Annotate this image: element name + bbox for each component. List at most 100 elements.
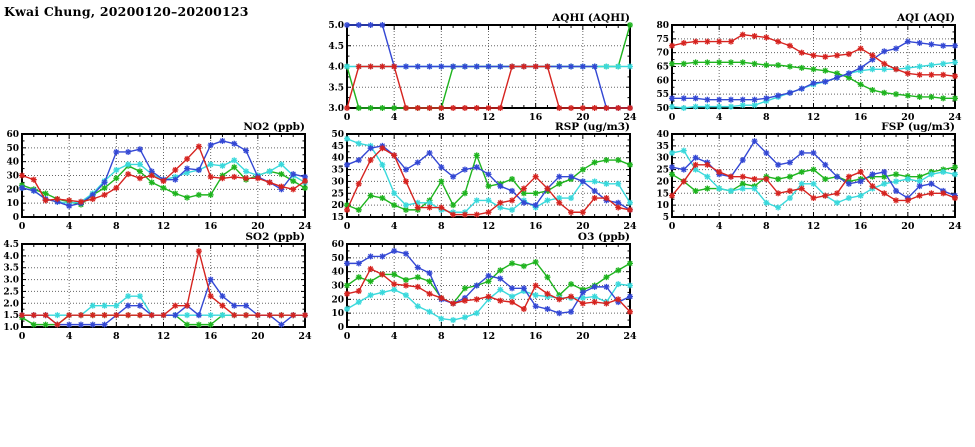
svg-text:50: 50 — [656, 104, 669, 114]
svg-text:50: 50 — [6, 144, 19, 154]
svg-text:4: 4 — [716, 112, 723, 122]
svg-text:30: 30 — [6, 172, 19, 182]
svg-text:8: 8 — [438, 112, 445, 122]
svg-text:16: 16 — [204, 331, 218, 341]
svg-text:FSP (ug/m3): FSP (ug/m3) — [881, 121, 955, 133]
svg-text:4.0: 4.0 — [328, 63, 344, 73]
svg-text:20: 20 — [901, 221, 915, 231]
svg-text:12: 12 — [482, 331, 495, 341]
svg-text:AQI (AQI): AQI (AQI) — [896, 12, 955, 24]
svg-text:3.0: 3.0 — [3, 276, 19, 286]
svg-text:16: 16 — [854, 221, 868, 231]
svg-text:0: 0 — [338, 323, 344, 333]
chart-aqi: 50 55 60 65 70 75 80 0 4 8 12 16 20 24 AQI (AQI) — [650, 7, 970, 123]
svg-text:16: 16 — [529, 331, 543, 341]
svg-text:8: 8 — [113, 221, 120, 231]
svg-text:0: 0 — [344, 221, 351, 231]
svg-text:40: 40 — [6, 158, 19, 168]
svg-text:24: 24 — [623, 221, 637, 231]
svg-text:4: 4 — [391, 221, 398, 231]
svg-text:4.5: 4.5 — [328, 42, 344, 52]
svg-text:75: 75 — [656, 35, 669, 45]
svg-text:12: 12 — [482, 221, 495, 231]
svg-text:8: 8 — [438, 221, 445, 231]
svg-text:5.0: 5.0 — [328, 21, 344, 31]
svg-text:NO2 (ppb): NO2 (ppb) — [243, 121, 305, 133]
svg-text:30: 30 — [656, 154, 669, 164]
page-title: Kwai Chung, 20200120–20200123 — [4, 4, 249, 19]
svg-text:16: 16 — [204, 221, 218, 231]
svg-text:24: 24 — [623, 112, 637, 122]
svg-text:20: 20 — [331, 201, 344, 211]
svg-text:12: 12 — [807, 221, 820, 231]
svg-text:15: 15 — [656, 189, 669, 199]
svg-text:70: 70 — [656, 49, 669, 59]
svg-text:AQHI (AQHI): AQHI (AQHI) — [551, 12, 630, 24]
svg-text:24: 24 — [948, 112, 962, 122]
svg-text:65: 65 — [656, 63, 669, 73]
svg-text:16: 16 — [529, 221, 543, 231]
svg-text:0: 0 — [669, 221, 676, 231]
svg-text:20: 20 — [901, 112, 915, 122]
svg-text:2.0: 2.0 — [3, 299, 19, 309]
svg-text:O3 (ppb): O3 (ppb) — [578, 231, 630, 243]
svg-text:30: 30 — [331, 177, 344, 187]
svg-text:0: 0 — [19, 331, 26, 341]
svg-text:12: 12 — [807, 112, 820, 122]
svg-text:1.5: 1.5 — [3, 311, 19, 321]
no2-plot-svg: 0 10 20 30 40 50 60 0 4 8 12 16 20 24 NO2 (ppb) — [6, 121, 312, 232]
svg-text:10: 10 — [656, 201, 669, 211]
svg-text:16: 16 — [529, 112, 543, 122]
svg-text:30: 30 — [331, 282, 344, 292]
svg-text:25: 25 — [331, 189, 344, 199]
chart-so2: 1.0 1.5 2.0 2.5 3.0 3.5 4.0 4.5 0 4 8 12 16 20 24 SO2 (… — [0, 226, 320, 342]
o3-plot-svg: 0 10 20 30 40 50 60 0 4 8 12 16 20 24 O3 (ppb) — [331, 231, 637, 342]
svg-text:24: 24 — [298, 331, 312, 341]
svg-text:5: 5 — [663, 213, 669, 223]
svg-text:0: 0 — [19, 221, 26, 231]
svg-text:15: 15 — [331, 213, 344, 223]
svg-text:10: 10 — [331, 309, 344, 319]
svg-text:50: 50 — [331, 130, 344, 140]
svg-text:55: 55 — [656, 90, 669, 100]
svg-text:12: 12 — [157, 331, 170, 341]
svg-text:45: 45 — [331, 142, 344, 152]
chart-o3: 0 10 20 30 40 50 60 0 4 8 12 16 20 24 O3 (ppb) — [325, 226, 645, 342]
svg-text:12: 12 — [482, 112, 495, 122]
svg-text:60: 60 — [656, 76, 669, 86]
svg-text:60: 60 — [6, 130, 19, 140]
svg-text:8: 8 — [763, 112, 770, 122]
svg-text:4.0: 4.0 — [3, 252, 19, 262]
svg-text:1.0: 1.0 — [3, 323, 19, 333]
svg-text:8: 8 — [113, 331, 120, 341]
svg-text:8: 8 — [438, 331, 445, 341]
svg-text:60: 60 — [331, 240, 344, 250]
svg-text:10: 10 — [6, 199, 19, 209]
svg-text:0: 0 — [669, 112, 676, 122]
svg-text:4: 4 — [391, 112, 398, 122]
svg-text:35: 35 — [656, 142, 669, 152]
svg-text:8: 8 — [763, 221, 770, 231]
svg-text:4: 4 — [66, 221, 73, 231]
svg-text:50: 50 — [331, 254, 344, 264]
aqi-plot-svg: 50 55 60 65 70 75 80 0 4 8 12 16 20 24 AQI (AQI) — [656, 12, 962, 123]
svg-text:20: 20 — [331, 295, 344, 305]
aqhi-plot-svg: 3.0 3.5 4.0 4.5 5.0 0 4 8 12 16 20 24 AQHI (AQHI) — [328, 12, 637, 123]
svg-text:20: 20 — [6, 185, 19, 195]
svg-text:20: 20 — [576, 112, 590, 122]
svg-text:16: 16 — [854, 112, 868, 122]
chart-rsp: 15 20 25 30 35 40 45 50 0 4 8 12 16 20 24 RSP (ug/m3) — [325, 116, 645, 232]
svg-text:3.5: 3.5 — [3, 264, 19, 274]
svg-text:20: 20 — [576, 221, 590, 231]
svg-text:20: 20 — [251, 331, 265, 341]
svg-text:0: 0 — [344, 331, 351, 341]
svg-text:40: 40 — [331, 154, 344, 164]
svg-text:12: 12 — [157, 221, 170, 231]
svg-text:0: 0 — [344, 112, 351, 122]
svg-text:0: 0 — [13, 213, 19, 223]
svg-text:40: 40 — [331, 268, 344, 278]
chart-aqhi: 3.0 3.5 4.0 4.5 5.0 0 4 8 12 16 20 24 AQHI (AQHI) — [325, 7, 645, 123]
svg-text:4: 4 — [66, 331, 73, 341]
